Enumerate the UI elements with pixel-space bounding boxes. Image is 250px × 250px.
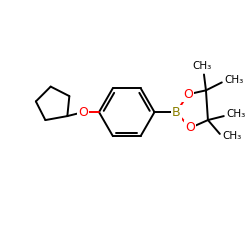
Text: CH₃: CH₃ <box>225 76 244 86</box>
Text: CH₃: CH₃ <box>227 109 246 119</box>
Text: O: O <box>185 122 195 134</box>
Text: CH₃: CH₃ <box>223 131 242 141</box>
Text: O: O <box>183 88 193 101</box>
Text: CH₃: CH₃ <box>192 60 212 70</box>
Text: O: O <box>78 106 88 119</box>
Text: B: B <box>172 106 180 119</box>
